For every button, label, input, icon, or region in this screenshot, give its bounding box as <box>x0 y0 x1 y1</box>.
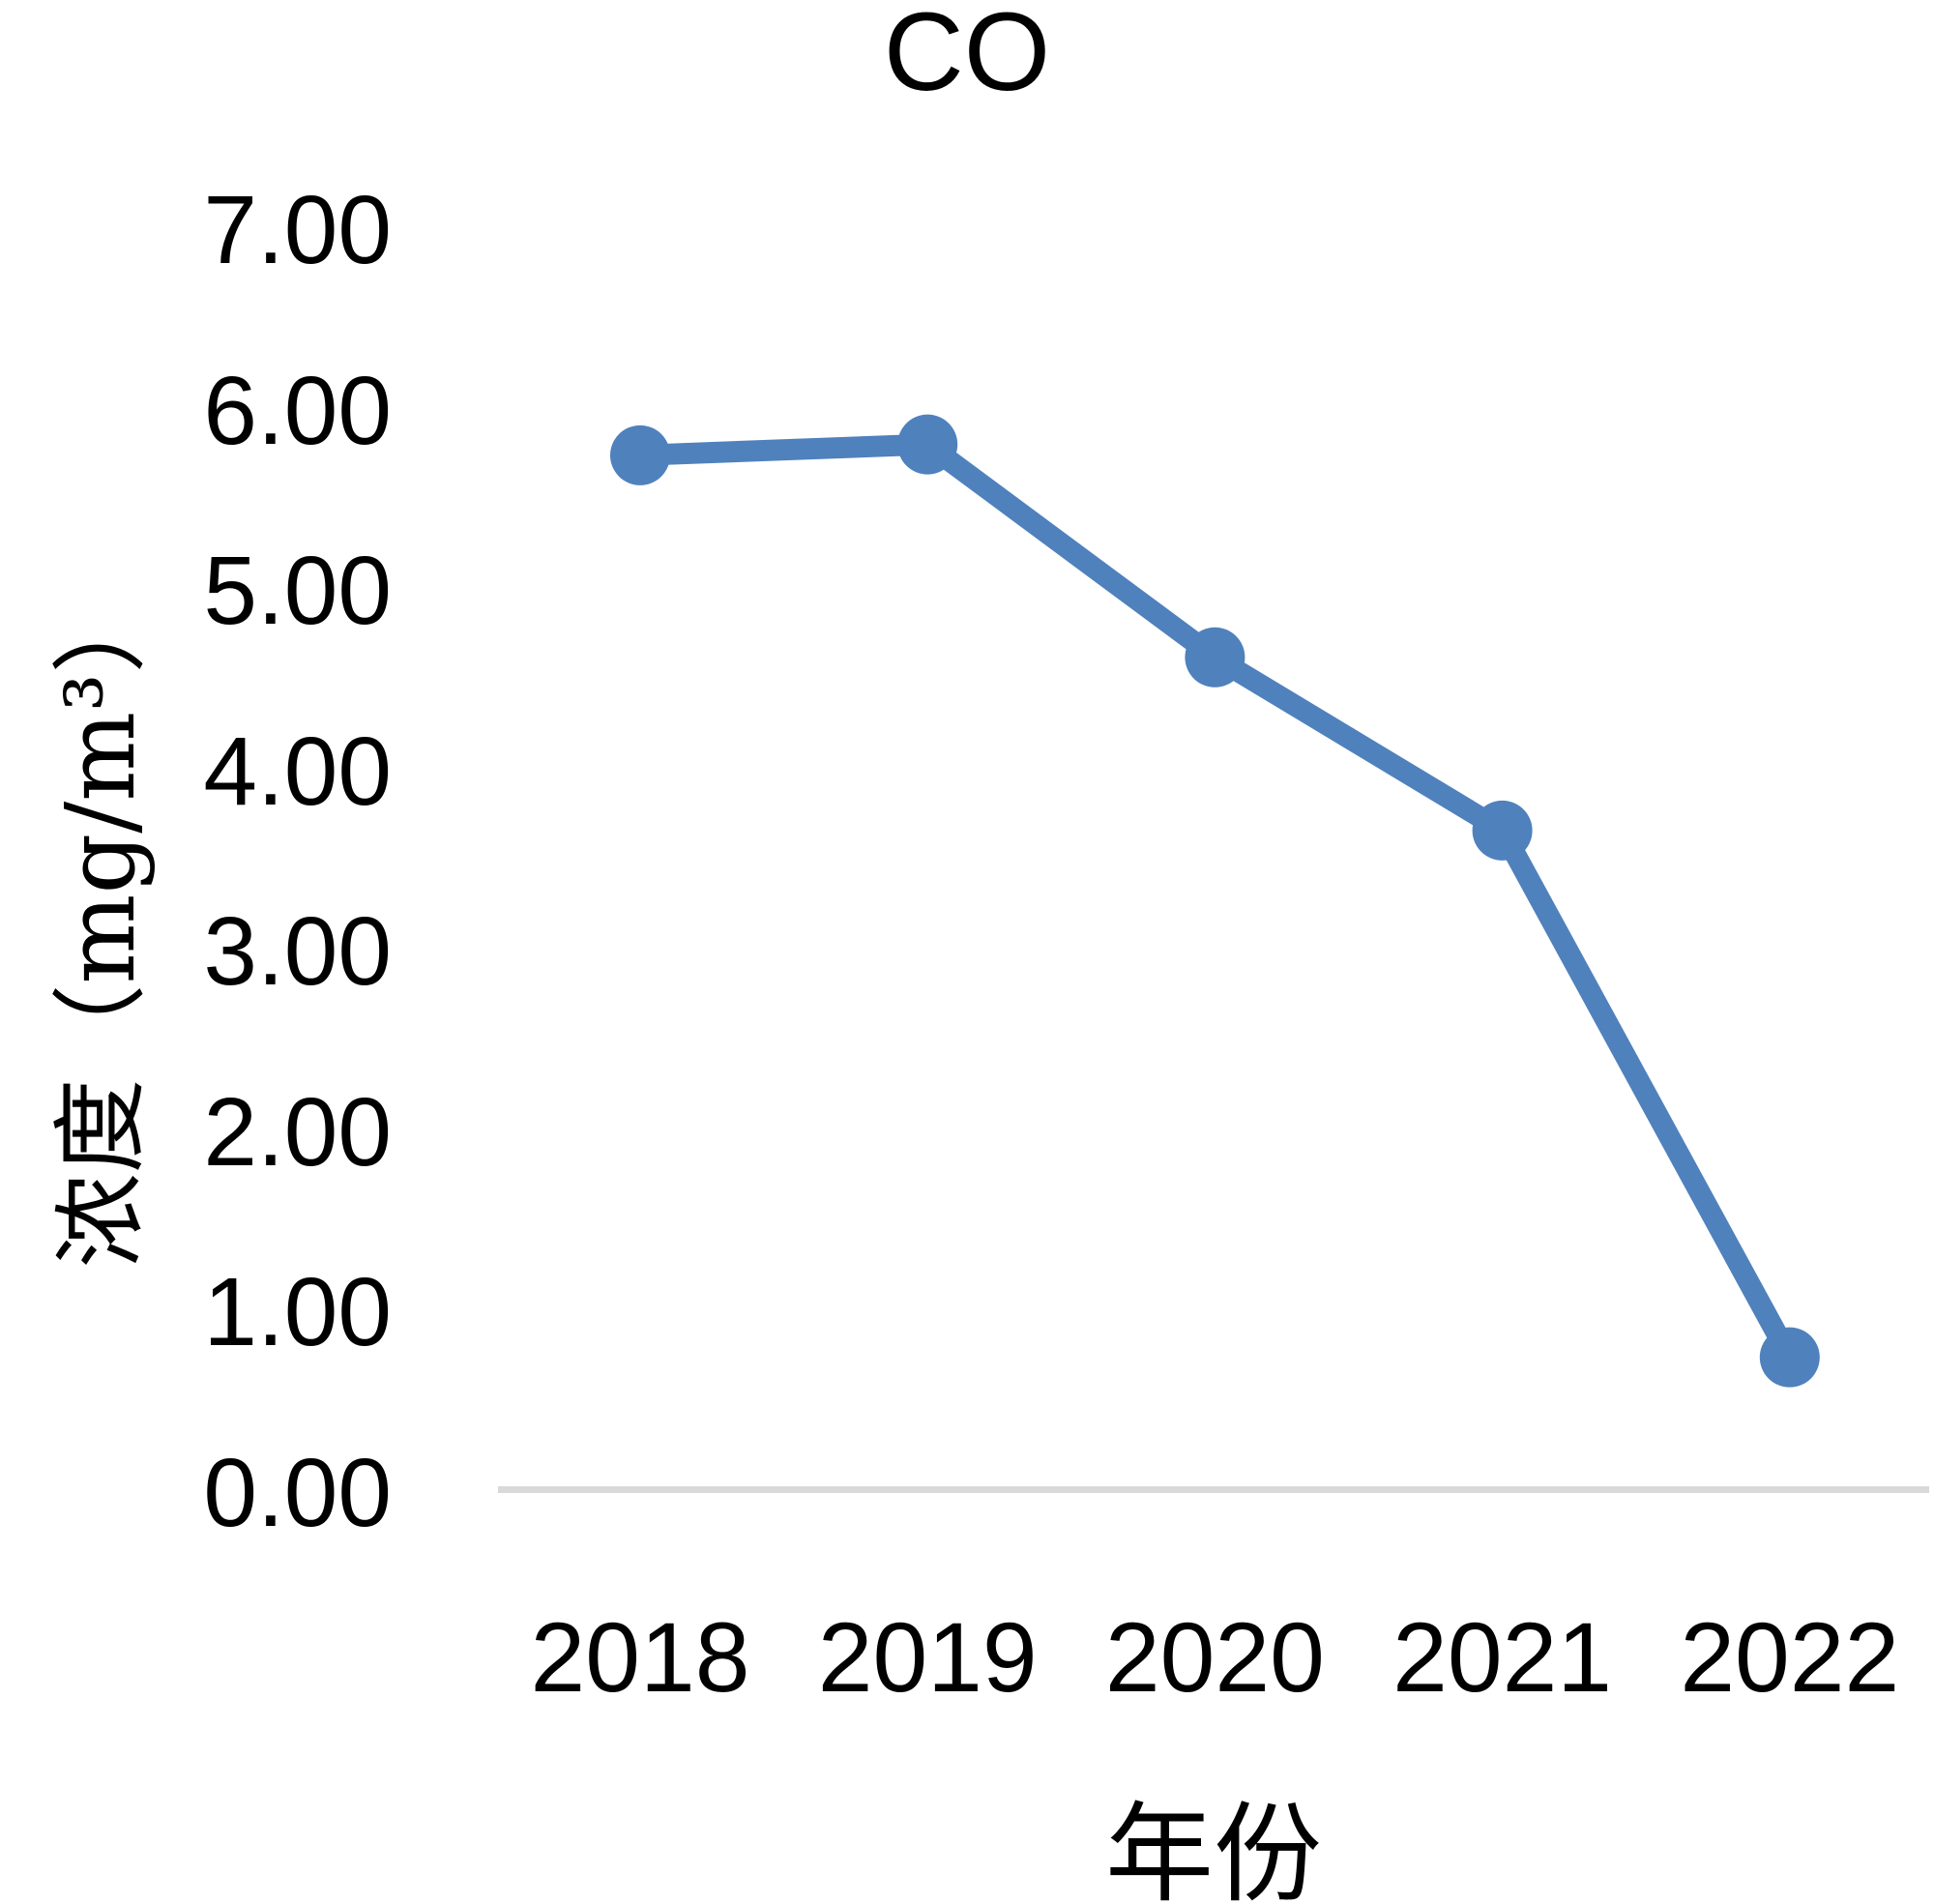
x-axis-line <box>498 1486 1929 1493</box>
data-point-marker <box>897 414 958 475</box>
x-axis-title: 年份 <box>1105 1792 1322 1904</box>
x-tick-label: 2019 <box>817 1602 1038 1713</box>
y-tick-label: 7.00 <box>203 176 392 284</box>
x-tick-label: 2022 <box>1680 1602 1900 1713</box>
data-point-marker <box>1759 1327 1820 1388</box>
y-tick-label: 1.00 <box>203 1258 392 1367</box>
y-tick-label: 0.00 <box>203 1439 392 1547</box>
data-point-marker <box>610 425 670 485</box>
y-tick-label: 5.00 <box>203 537 392 646</box>
y-tick-label: 3.00 <box>203 897 392 1007</box>
data-point-marker <box>1185 627 1245 688</box>
chart-title: CO <box>883 0 1051 114</box>
data-line <box>639 433 1800 1362</box>
x-tick-label: 2020 <box>1104 1602 1325 1713</box>
y-tick-label: 4.00 <box>203 717 392 826</box>
x-tick-label: 2018 <box>530 1602 750 1713</box>
y-tick-label: 6.00 <box>203 356 392 465</box>
y-tick-label: 2.00 <box>203 1077 392 1186</box>
x-tick-label: 2021 <box>1392 1602 1613 1713</box>
data-point-marker <box>1472 800 1533 861</box>
